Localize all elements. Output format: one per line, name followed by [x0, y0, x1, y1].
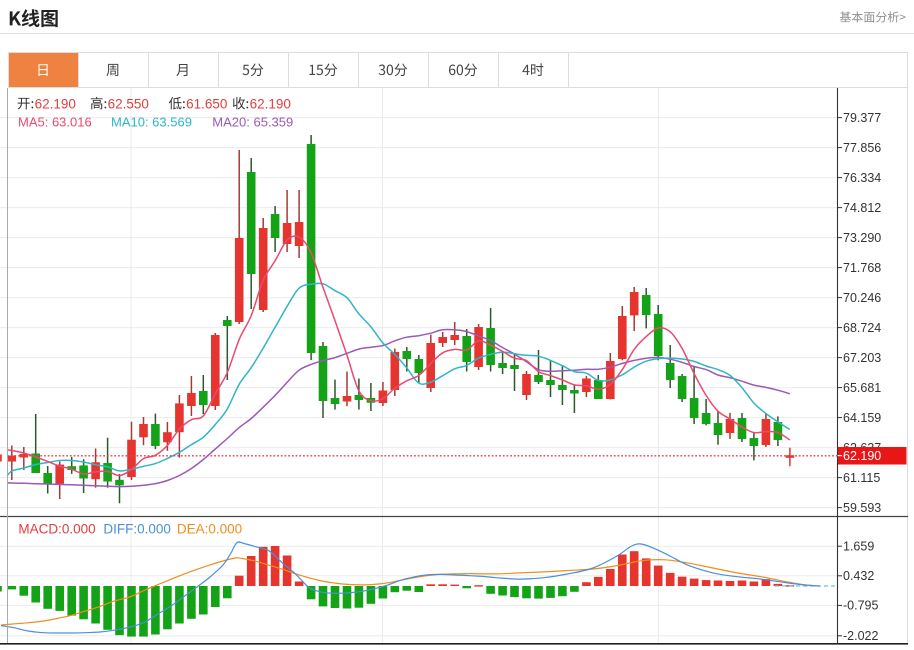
svg-text:70.246: 70.246 — [843, 291, 881, 305]
svg-text:62.190: 62.190 — [843, 449, 881, 463]
svg-text:77.856: 77.856 — [843, 141, 881, 155]
svg-text:65.681: 65.681 — [843, 381, 881, 395]
svg-text:0.432: 0.432 — [843, 569, 874, 583]
svg-text:64.159: 64.159 — [843, 411, 881, 425]
svg-text:68.724: 68.724 — [843, 321, 881, 335]
svg-text:61.115: 61.115 — [843, 471, 880, 485]
svg-text:79.377: 79.377 — [843, 111, 881, 125]
svg-text:-2.022: -2.022 — [843, 629, 878, 643]
svg-text:71.768: 71.768 — [843, 261, 881, 275]
svg-text:-0.795: -0.795 — [843, 599, 878, 613]
svg-text:73.290: 73.290 — [843, 231, 881, 245]
svg-text:74.812: 74.812 — [843, 201, 881, 215]
svg-text:59.593: 59.593 — [843, 501, 881, 515]
svg-text:67.203: 67.203 — [843, 351, 881, 365]
svg-text:1.659: 1.659 — [843, 539, 874, 553]
svg-text:76.334: 76.334 — [843, 171, 881, 185]
